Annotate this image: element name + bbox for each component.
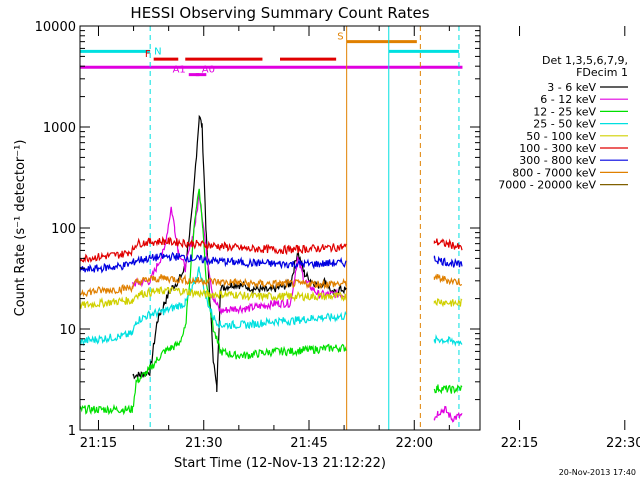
axes: 1 10 100 1000 10000 21:15 21:30 21:45 22:00 22:15… (35, 20, 640, 451)
series-line (79, 286, 463, 310)
flag-label: N (154, 46, 161, 57)
legend-label: 25 - 50 keV (533, 118, 596, 131)
chart-title: HESSI Observing Summary Count Rates (130, 4, 429, 22)
time-markers (149, 26, 460, 430)
series-line (79, 266, 463, 347)
y-tick-label: 1 (68, 424, 76, 439)
legend-label: 7000 - 20000 keV (498, 179, 596, 192)
legend-label: 50 - 100 keV (526, 130, 596, 143)
legend-label: 300 - 800 keV (519, 154, 596, 167)
y-tick-label: 10000 (35, 20, 76, 35)
x-tick-label: 21:15 (80, 436, 117, 451)
legend-label: 100 - 300 keV (519, 142, 596, 155)
y-tick-label: 100 (51, 222, 76, 237)
x-axis-label: Start Time (12-Nov-13 21:12:22) (174, 456, 386, 471)
x-tick-label: 22:30 (606, 436, 640, 451)
x-tick-label: 21:45 (290, 436, 327, 451)
flag-label: F (145, 49, 151, 60)
flag-label: A1 (173, 65, 186, 76)
x-tick-label: 22:15 (501, 436, 538, 451)
footer-timestamp: 20-Nov-2013 17:40 (559, 468, 636, 477)
flag-label: S (337, 32, 343, 43)
y-tick-label: 1000 (43, 121, 76, 136)
x-tick-label: 21:30 (185, 436, 222, 451)
flag-label: A0 (202, 65, 215, 76)
series-line (79, 273, 463, 298)
flag-bars: N S F A1 A0 (80, 32, 463, 77)
legend-label: 6 - 12 keV (540, 93, 596, 106)
legend-label: 800 - 7000 keV (512, 166, 596, 179)
series-line (79, 251, 463, 274)
y-axis-label: Count Rate (s⁻¹ detector⁻¹) (13, 140, 28, 317)
data-series (79, 114, 463, 423)
legend-header: Det 1,3,5,6,7,9, (542, 54, 628, 67)
y-tick-label: 10 (59, 323, 76, 338)
legend-header: FDecim 1 (576, 66, 628, 79)
x-tick-label: 22:00 (396, 436, 433, 451)
legend-label: 12 - 25 keV (533, 105, 596, 118)
legend-label: 3 - 6 keV (547, 81, 596, 94)
series-line (79, 235, 463, 263)
